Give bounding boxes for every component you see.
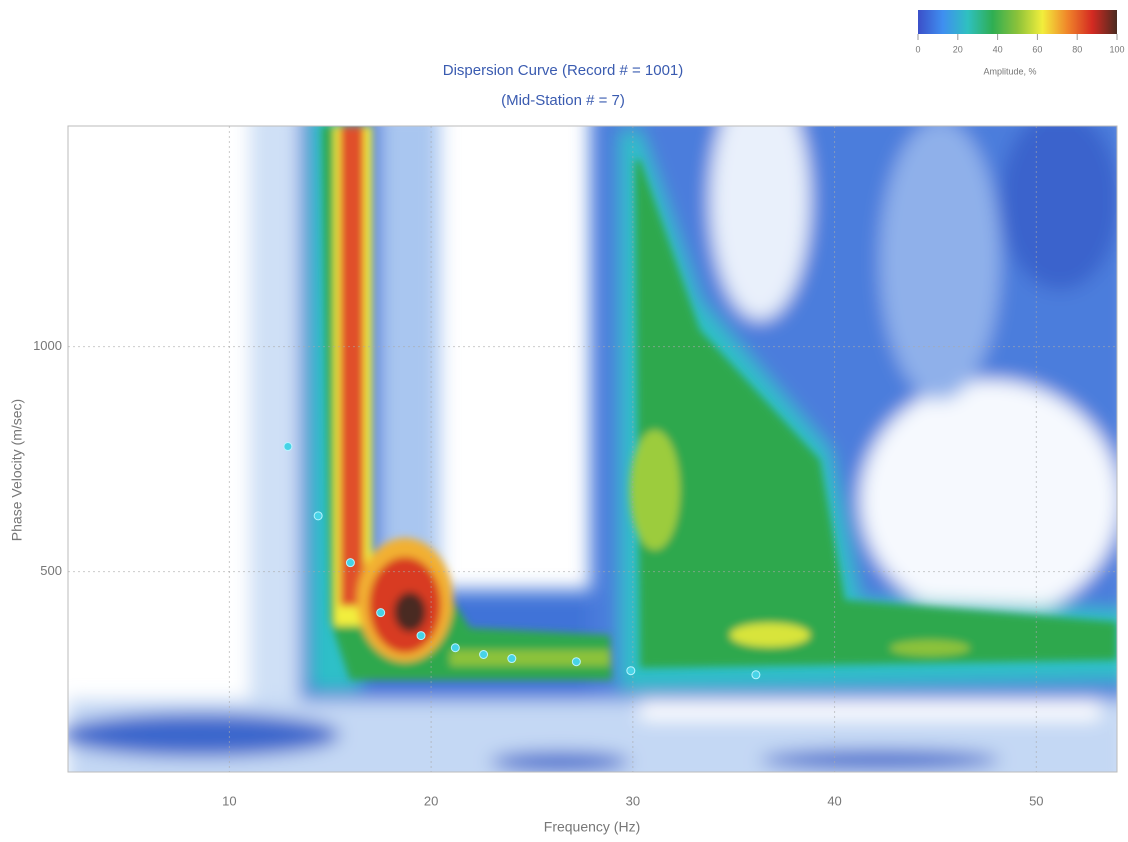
picked-point — [345, 558, 355, 568]
x-tick-label: 10 — [222, 793, 236, 808]
chart-title: Dispersion Curve (Record # = 1001) — [443, 62, 684, 79]
colorbar-tick-label: 0 — [915, 44, 920, 54]
picked-point — [626, 666, 636, 676]
x-tick-label: 40 — [827, 793, 841, 808]
dispersion-image — [68, 126, 1117, 772]
picked-point — [376, 608, 386, 618]
colorbar — [918, 10, 1117, 34]
picked-point — [507, 654, 517, 664]
picked-point — [571, 657, 581, 667]
x-tick-label: 50 — [1029, 793, 1043, 808]
chart-subtitle: (Mid-Station # = 7) — [501, 92, 625, 109]
picked-point — [416, 631, 426, 641]
y-tick-label: 1000 — [33, 338, 62, 353]
colorbar-tick-label: 60 — [1032, 44, 1042, 54]
x-tick-label: 30 — [626, 793, 640, 808]
colorbar-tick-label: 40 — [993, 44, 1003, 54]
colorbar-tick-label: 100 — [1109, 44, 1124, 54]
picked-point — [479, 650, 489, 660]
colorbar-tick-label: 20 — [953, 44, 963, 54]
picked-point — [283, 442, 293, 452]
picked-point — [313, 511, 323, 521]
x-axis-label: Frequency (Hz) — [544, 819, 640, 835]
picked-point — [450, 643, 460, 653]
x-tick-label: 20 — [424, 793, 438, 808]
colorbar-label: Amplitude, % — [983, 66, 1036, 76]
y-axis-label: Phase Velocity (m/sec) — [9, 399, 25, 541]
colorbar-tick-label: 80 — [1072, 44, 1082, 54]
plot-frame — [67, 125, 1118, 773]
picked-point — [751, 670, 761, 680]
y-tick-label: 500 — [40, 563, 62, 578]
